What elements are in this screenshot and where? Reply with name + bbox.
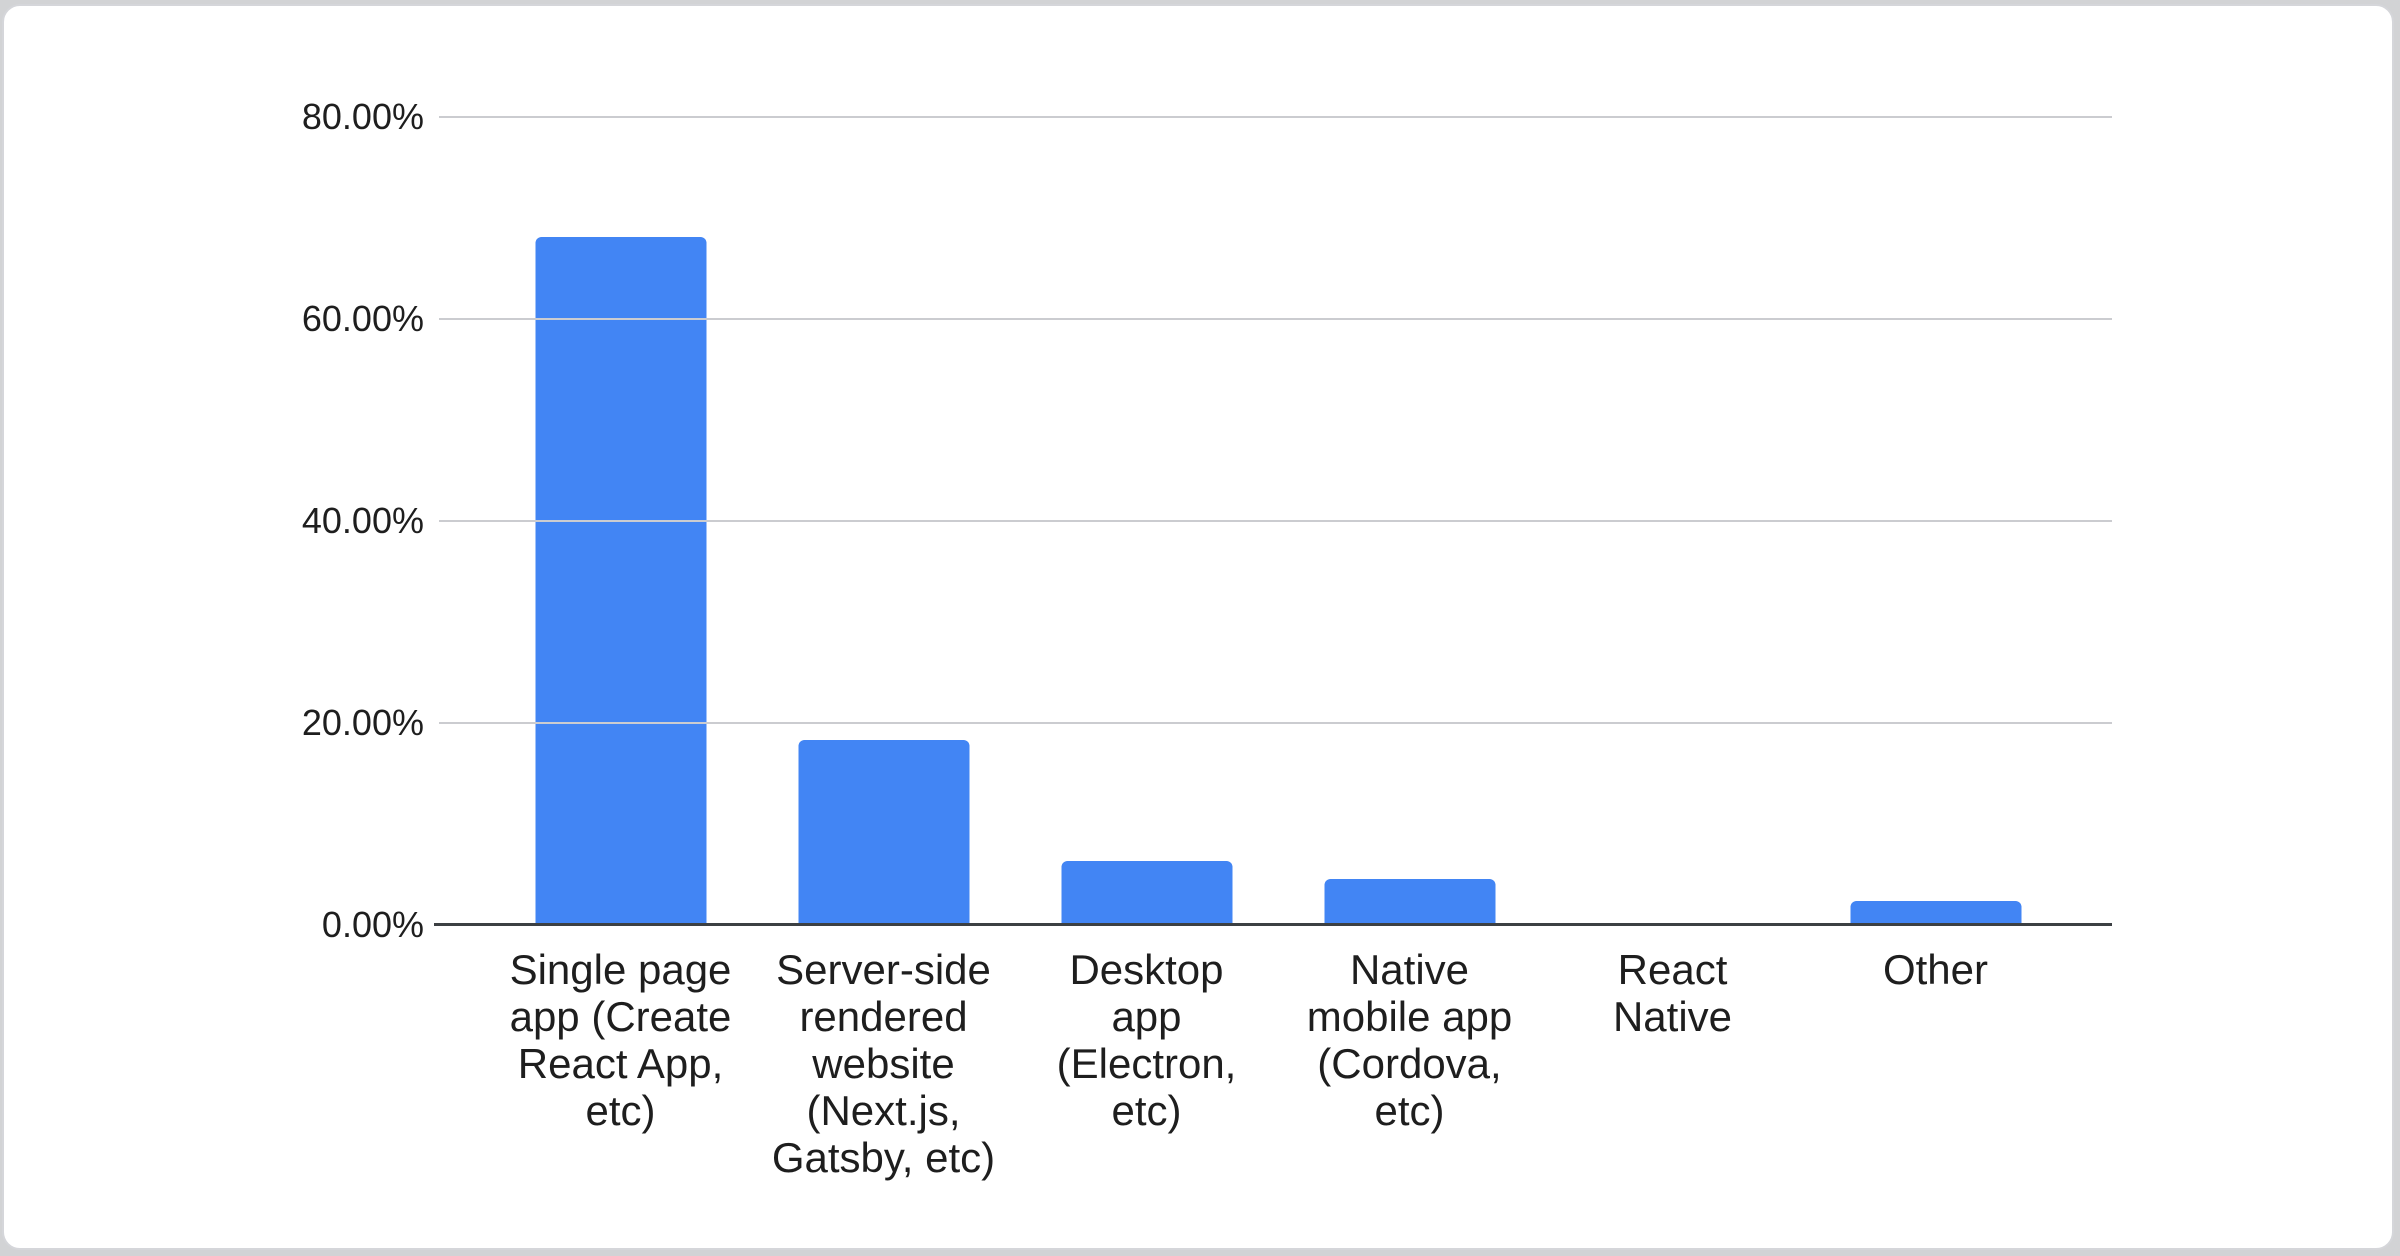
bar-band-1	[752, 77, 1015, 925]
chart-card: 0.00% 20.00% 40.00% 60.00% 80.00% Single pag…	[2, 4, 2394, 1250]
x-axis-line	[434, 923, 2112, 926]
y-tick-label-60: 60.00%	[301, 298, 424, 340]
gridline-60	[439, 318, 2112, 321]
y-tick-label-80: 80.00%	[301, 96, 424, 138]
bar-band-0	[489, 77, 752, 925]
x-axis-label-2: Desktop app (Electron, etc)	[1056, 946, 1237, 1134]
y-tick-label-20: 20.00%	[301, 702, 424, 744]
bar-1	[798, 740, 969, 925]
bar-series	[489, 77, 2067, 925]
x-axis-label-5: Other	[1882, 946, 1989, 993]
bar-band-3	[1278, 77, 1541, 925]
bar-0	[535, 236, 706, 925]
bar-band-2	[1015, 77, 1278, 925]
x-axis-label-1: Server-side rendered website (Next.js, G…	[771, 946, 996, 1181]
bar-2	[1061, 861, 1232, 925]
bar-band-4	[1541, 77, 1804, 925]
x-axis-labels: Single page app (Create React App, etc) S…	[489, 946, 2067, 1181]
bar-5	[1850, 900, 2021, 925]
x-axis-label-4: React Native	[1612, 946, 1733, 1040]
x-axis-label-3: Native mobile app (Cordova, etc)	[1306, 946, 1513, 1134]
bar-3	[1324, 878, 1495, 925]
y-tick-label-0: 0.00%	[321, 904, 424, 945]
bar-band-5	[1804, 77, 2067, 925]
gridline-40	[439, 520, 2112, 523]
x-axis-label-0: Single page app (Create React App, etc)	[509, 946, 732, 1134]
plot-area	[434, 77, 2112, 926]
gridline-80	[439, 116, 2112, 119]
y-axis-labels: 0.00% 20.00% 40.00% 60.00% 80.00%	[4, 77, 424, 944]
gridline-20	[439, 722, 2112, 725]
y-tick-label-40: 40.00%	[301, 500, 424, 542]
bar-chart: 0.00% 20.00% 40.00% 60.00% 80.00% Single pag…	[4, 6, 2392, 1248]
